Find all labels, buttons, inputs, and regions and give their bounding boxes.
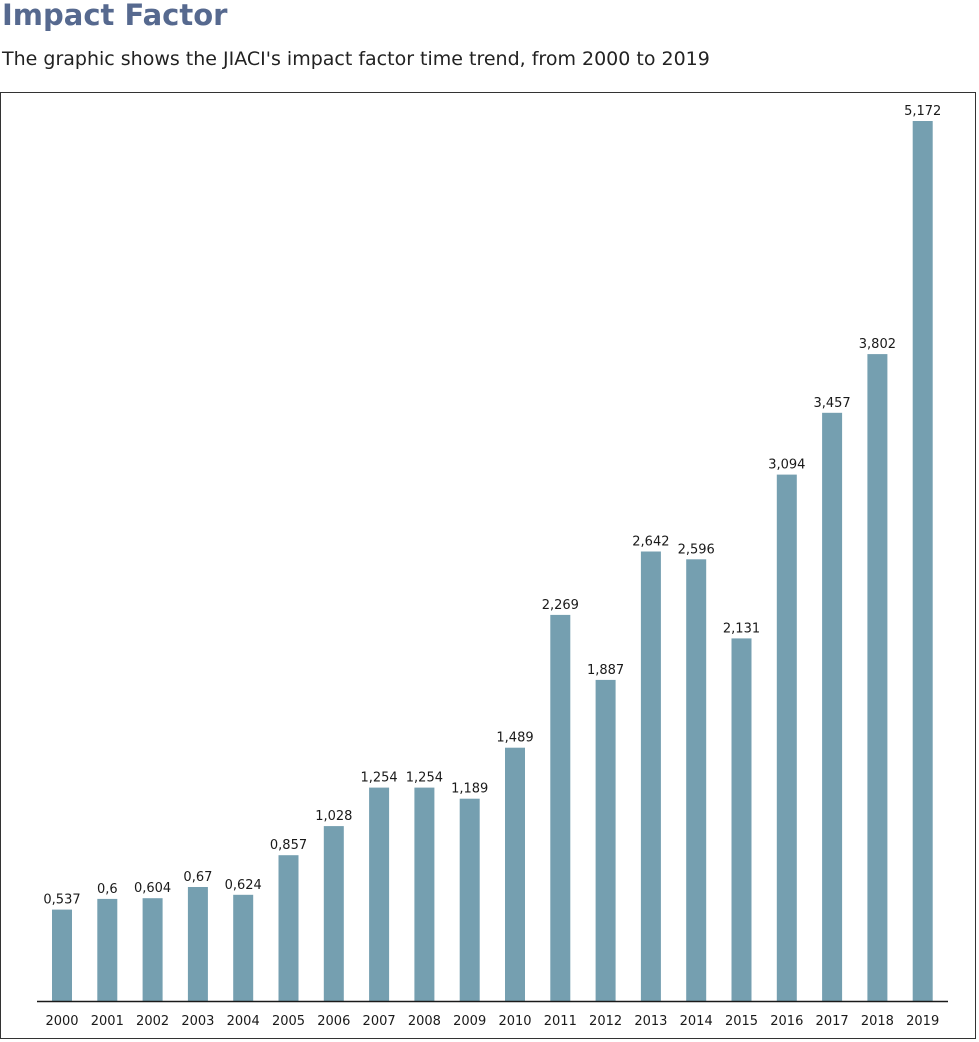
x-tick-label-2005: 2005: [272, 1014, 305, 1029]
data-label-2011: 2,269: [542, 598, 579, 613]
page-title: Impact Factor: [2, 0, 228, 32]
bar-2017: [822, 412, 843, 1001]
x-tick-label-2016: 2016: [770, 1014, 803, 1029]
x-tick-label-2010: 2010: [498, 1014, 531, 1029]
x-tick-label-2001: 2001: [91, 1014, 124, 1029]
x-tick-label-2017: 2017: [816, 1014, 849, 1029]
x-tick-label-2003: 2003: [181, 1014, 214, 1029]
data-label-2004: 0,624: [225, 878, 262, 893]
bar-2007: [369, 787, 390, 1001]
bar-2011: [550, 614, 571, 1001]
bar-2004: [233, 894, 254, 1001]
x-tick-label-2019: 2019: [906, 1014, 939, 1029]
data-label-2001: 0,6: [97, 882, 118, 897]
page-subtitle: The graphic shows the JIACI's impact fac…: [2, 48, 710, 70]
x-tick-label-2000: 2000: [45, 1014, 78, 1029]
bar-2009: [459, 798, 480, 1001]
bar-2005: [278, 855, 299, 1001]
x-tick-label-2014: 2014: [680, 1014, 713, 1029]
data-label-2019: 5,172: [904, 104, 941, 119]
bar-2016: [776, 474, 797, 1002]
bar-2015: [731, 638, 752, 1001]
bar-2006: [323, 826, 344, 1001]
data-label-2008: 1,254: [406, 771, 443, 786]
data-label-2013: 2,642: [632, 535, 669, 550]
data-labels-group: 0,537 0,6 0,604 0,67 0,624 0,857 1,028 1,254 1,2…: [43, 104, 941, 908]
bar-2008: [414, 787, 435, 1001]
bar-2010: [505, 747, 525, 1001]
data-label-2010: 1,489: [496, 731, 533, 746]
data-label-2002: 0,604: [134, 881, 171, 896]
x-tick-label-2018: 2018: [861, 1014, 894, 1029]
bar-2013: [640, 551, 661, 1001]
x-tick-label-2006: 2006: [317, 1014, 350, 1029]
bar-2012: [595, 679, 616, 1001]
x-tick-label-2015: 2015: [725, 1014, 758, 1029]
data-label-2003: 0,67: [183, 870, 212, 885]
x-tick-label-2012: 2012: [589, 1014, 622, 1029]
x-tick-label-2011: 2011: [544, 1014, 577, 1029]
data-label-2009: 1,189: [451, 782, 488, 797]
x-tick-labels-group: 2000 2001 2002 2003 2004 2005 2006 2007 2008 2009…: [45, 1014, 939, 1029]
data-label-2016: 3,094: [768, 458, 805, 473]
x-tick-label-2007: 2007: [363, 1014, 396, 1029]
data-label-2017: 3,457: [813, 396, 850, 411]
data-label-2012: 1,887: [587, 663, 624, 678]
bar-2000: [52, 909, 72, 1001]
bar-2003: [187, 887, 208, 1001]
x-tick-label-2002: 2002: [136, 1014, 169, 1029]
bars-group: [52, 121, 933, 1002]
bar-2019: [912, 121, 933, 1001]
data-label-2000: 0,537: [43, 893, 80, 908]
bar-2018: [867, 354, 888, 1002]
data-label-2014: 2,596: [678, 542, 715, 557]
chart-frame: 0,537 0,6 0,604 0,67 0,624 0,857 1,028 1,254 1,2…: [0, 92, 976, 1039]
bar-2001: [97, 898, 118, 1001]
x-tick-label-2013: 2013: [634, 1014, 667, 1029]
data-label-2005: 0,857: [270, 838, 307, 853]
bar-2002: [142, 898, 163, 1001]
data-label-2015: 2,131: [723, 621, 760, 636]
bar-2014: [686, 559, 707, 1001]
x-tick-label-2009: 2009: [453, 1014, 486, 1029]
data-label-2007: 1,254: [360, 771, 397, 786]
data-label-2018: 3,802: [859, 337, 896, 352]
bar-chart: 0,537 0,6 0,604 0,67 0,624 0,857 1,028 1,254 1,2…: [37, 104, 948, 1029]
data-label-2006: 1,028: [315, 809, 352, 824]
x-tick-label-2004: 2004: [227, 1014, 260, 1029]
x-tick-label-2008: 2008: [408, 1014, 441, 1029]
